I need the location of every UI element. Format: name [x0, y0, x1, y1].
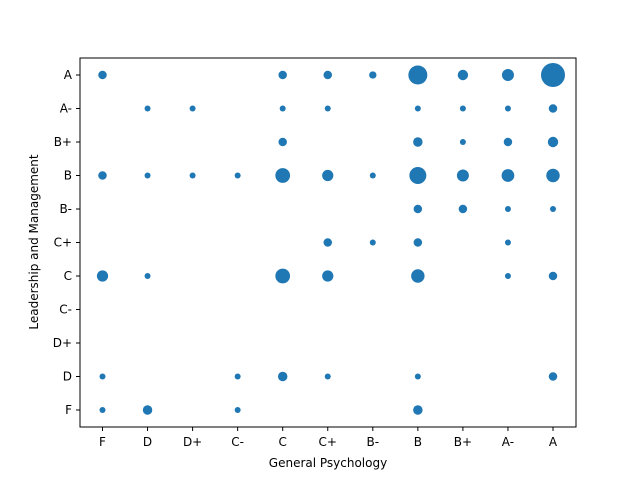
data-point-B-A- [414, 105, 421, 112]
data-point-A--C+ [504, 239, 511, 246]
data-point-D-A- [144, 105, 151, 112]
data-point-B-B [409, 167, 427, 184]
data-point-B-C+ [413, 238, 423, 247]
data-point-C+-A- [324, 105, 331, 112]
data-point-A-A- [548, 104, 558, 113]
data-point-C-A [278, 70, 287, 80]
data-point-B+-A [457, 69, 469, 81]
x-axis: F D D+ C- C C+ B- B B+ A- A [99, 427, 558, 449]
data-point-C+-A [323, 70, 332, 80]
y-tick-label: A- [60, 102, 72, 116]
data-point-A--A [501, 69, 514, 81]
data-point-C-C [275, 268, 291, 284]
data-point-A-B- [550, 206, 556, 212]
data-point-C--B [234, 172, 241, 179]
data-point-B--C+ [369, 239, 376, 246]
data-point-A-A [541, 63, 565, 87]
x-tick-label: B+ [454, 435, 472, 449]
data-point-A-D [548, 372, 558, 381]
data-point-B+-A- [459, 105, 466, 112]
data-point-C--F [234, 407, 241, 413]
data-point-B+-B+ [459, 139, 466, 145]
data-point-A--C [504, 273, 511, 279]
data-point-D-C [144, 273, 151, 279]
y-tick-label: B+ [54, 135, 72, 149]
x-tick-label: B- [367, 435, 380, 449]
data-point-B-B+ [413, 137, 423, 147]
y-tick-label: F [65, 403, 72, 417]
data-point-F-F [99, 407, 106, 413]
data-point-F-C [96, 270, 109, 282]
data-point-C+-B [322, 169, 334, 182]
data-point-D+-A- [189, 105, 196, 112]
data-point-B+-B [456, 169, 469, 182]
y-axis: F D D+ C- C C+ B- B B+ A- A [53, 68, 80, 417]
x-tick-label: D [143, 435, 152, 449]
y-axis-label: Leadership and Management [27, 154, 41, 330]
data-point-F-A [98, 70, 107, 80]
data-point-A--B [501, 169, 515, 182]
data-point-C+-C [322, 270, 334, 282]
data-point-F-D [99, 373, 106, 380]
data-point-A-B [546, 168, 560, 183]
data-point-C-B+ [278, 137, 287, 147]
x-tick-label: C+ [319, 435, 337, 449]
data-point-C-D [277, 371, 288, 382]
data-point-C+-D [324, 373, 331, 380]
data-point-B--A [369, 71, 377, 79]
data-point-A--B- [504, 206, 511, 212]
data-point-B-C [411, 269, 425, 283]
y-tick-label: D+ [53, 336, 72, 350]
x-axis-label: General Psychology [269, 456, 387, 470]
data-point-B-A [408, 65, 428, 85]
y-tick-label: C [64, 269, 72, 283]
data-point-B--B [369, 172, 376, 179]
y-tick-label: B [64, 169, 72, 183]
y-tick-label: C+ [54, 236, 72, 250]
data-point-D-F [142, 405, 153, 415]
data-point-A--B+ [503, 137, 513, 147]
y-tick-label: D [63, 370, 72, 384]
x-tick-label: C [279, 435, 287, 449]
data-point-C--D [234, 373, 241, 380]
data-point-D+-B [189, 172, 196, 179]
data-point-C-A- [279, 105, 286, 112]
points-layer [96, 63, 565, 415]
x-tick-label: C- [231, 435, 244, 449]
x-tick-label: A- [502, 435, 514, 449]
data-point-C+-C+ [323, 238, 332, 247]
data-point-B-F [413, 405, 423, 415]
data-point-F-B [98, 171, 107, 180]
data-point-D-B [144, 172, 151, 179]
y-tick-label: B- [59, 202, 72, 216]
y-tick-label: C- [59, 303, 72, 317]
x-tick-label: F [99, 435, 106, 449]
x-tick-label: A [549, 435, 558, 449]
x-tick-label: D+ [183, 435, 202, 449]
data-point-B-D [414, 373, 421, 380]
data-point-C-B [275, 168, 291, 183]
data-point-B-B- [413, 204, 423, 214]
data-point-A-C [548, 271, 558, 281]
data-point-A-B+ [547, 136, 559, 148]
data-point-B+-B- [458, 204, 468, 214]
x-tick-label: B [414, 435, 422, 449]
y-tick-label: A [64, 68, 73, 82]
data-point-A--A- [504, 105, 511, 112]
